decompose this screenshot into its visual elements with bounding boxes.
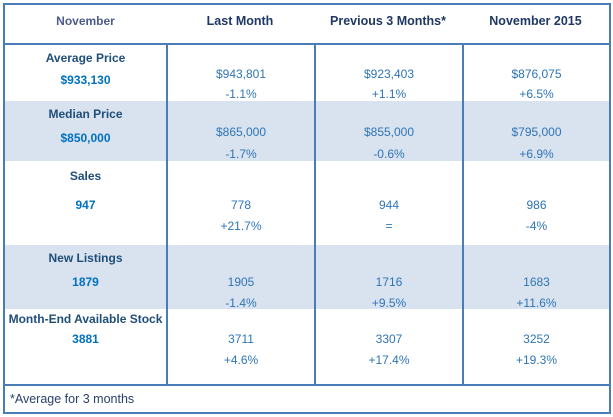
comparison-cell: $855,000 -0.6% bbox=[314, 101, 462, 161]
current-value: $850,000 bbox=[60, 131, 111, 145]
comparison-change: +11.6% bbox=[516, 296, 557, 310]
comparison-value: 944 bbox=[378, 198, 400, 212]
table-row-average-price: Average Price $933,130 $943,801 -1.1% $9… bbox=[5, 45, 609, 101]
comparison-value: 3307 bbox=[375, 332, 403, 346]
comparison-cell: $795,000 +6.9% bbox=[462, 101, 609, 161]
comparison-value: $876,075 bbox=[511, 67, 562, 81]
header-november-2015: November 2015 bbox=[489, 14, 582, 28]
row-label: Median Price bbox=[48, 107, 123, 121]
comparison-cell: 778 +21.7% bbox=[166, 161, 314, 245]
row-header-cell: Month-End Available Stock 3881 bbox=[5, 309, 166, 384]
comparison-change: +19.3% bbox=[515, 353, 558, 367]
comparison-change: +21.7% bbox=[220, 219, 262, 233]
header-last-month: Last Month bbox=[206, 14, 274, 28]
comparison-value: 1905 bbox=[227, 275, 255, 289]
comparison-value: $923,403 bbox=[363, 67, 415, 81]
row-header-cell: New Listings 1879 bbox=[5, 245, 166, 310]
comparison-value: $865,000 bbox=[215, 125, 267, 139]
comparison-cell: $943,801 -1.1% bbox=[166, 45, 314, 101]
comparison-cell: 944 = bbox=[314, 161, 462, 245]
comparison-cell: 986 -4% bbox=[462, 161, 609, 245]
comparison-value: 1716 bbox=[375, 275, 403, 289]
current-value: 1879 bbox=[72, 275, 99, 289]
comparison-change: +6.9% bbox=[519, 147, 554, 161]
comparison-change: -1.4% bbox=[225, 296, 257, 310]
comparison-value: 1683 bbox=[523, 275, 550, 289]
comparison-change: -1.7% bbox=[225, 147, 257, 161]
row-header-cell: Average Price $933,130 bbox=[5, 45, 166, 101]
table-row-median-price: Median Price $850,000 $865,000 -1.7% $85… bbox=[5, 101, 609, 161]
comparison-change: +4.6% bbox=[223, 353, 259, 367]
comparison-change: +17.4% bbox=[368, 353, 410, 367]
comparison-value: 778 bbox=[230, 198, 252, 212]
comparison-change: +9.5% bbox=[371, 296, 407, 310]
comparison-value: 3711 bbox=[228, 332, 254, 346]
footnote-text: *Average for 3 months bbox=[10, 392, 135, 406]
row-label: Sales bbox=[69, 169, 102, 183]
current-value: 3881 bbox=[72, 332, 99, 346]
row-label: Average Price bbox=[45, 51, 126, 65]
market-stats-table: November Last Month Previous 3 Months* N… bbox=[3, 3, 611, 414]
comparison-cell: $876,075 +6.5% bbox=[462, 45, 609, 101]
comparison-change: +1.1% bbox=[371, 87, 407, 101]
table-header-row: November Last Month Previous 3 Months* N… bbox=[5, 5, 609, 45]
table-row-month-end-available-stock: Month-End Available Stock 3881 3711 +4.6… bbox=[5, 309, 609, 384]
table-row-new-listings: New Listings 1879 1905 -1.4% 1716 +9.5% … bbox=[5, 245, 609, 310]
row-label: New Listings bbox=[48, 251, 123, 265]
row-header-cell: Sales 947 bbox=[5, 161, 166, 245]
row-header-cell: Median Price $850,000 bbox=[5, 101, 166, 161]
comparison-cell: 3307 +17.4% bbox=[314, 309, 462, 384]
comparison-cell: $865,000 -1.7% bbox=[166, 101, 314, 161]
comparison-value: $855,000 bbox=[363, 125, 415, 139]
comparison-cell: 1905 -1.4% bbox=[166, 245, 314, 310]
comparison-cell: 1683 +11.6% bbox=[462, 245, 609, 310]
row-label: Month-End Available Stock bbox=[8, 312, 163, 326]
comparison-cell: 1716 +9.5% bbox=[314, 245, 462, 310]
header-month: November bbox=[56, 14, 115, 28]
comparison-change: -0.6% bbox=[373, 147, 405, 161]
comparison-cell: 3711 +4.6% bbox=[166, 309, 314, 384]
header-previous-3-months: Previous 3 Months* bbox=[330, 14, 446, 28]
comparison-value: 3252 bbox=[523, 332, 550, 346]
comparison-value: 986 bbox=[526, 198, 547, 212]
comparison-change: +6.5% bbox=[519, 87, 554, 101]
comparison-change: = bbox=[385, 219, 393, 233]
comparison-value: $795,000 bbox=[511, 125, 562, 139]
comparison-change: -1.1% bbox=[225, 87, 257, 101]
current-value: 947 bbox=[75, 198, 96, 212]
comparison-cell: $923,403 +1.1% bbox=[314, 45, 462, 101]
current-value: $933,130 bbox=[60, 73, 111, 87]
table-row-sales: Sales 947 778 +21.7% 944 = 986 -4% bbox=[5, 161, 609, 245]
comparison-change: -4% bbox=[525, 219, 548, 233]
table-footnote-row: *Average for 3 months bbox=[5, 384, 609, 412]
comparison-value: $943,801 bbox=[215, 67, 267, 81]
comparison-cell: 3252 +19.3% bbox=[462, 309, 609, 384]
